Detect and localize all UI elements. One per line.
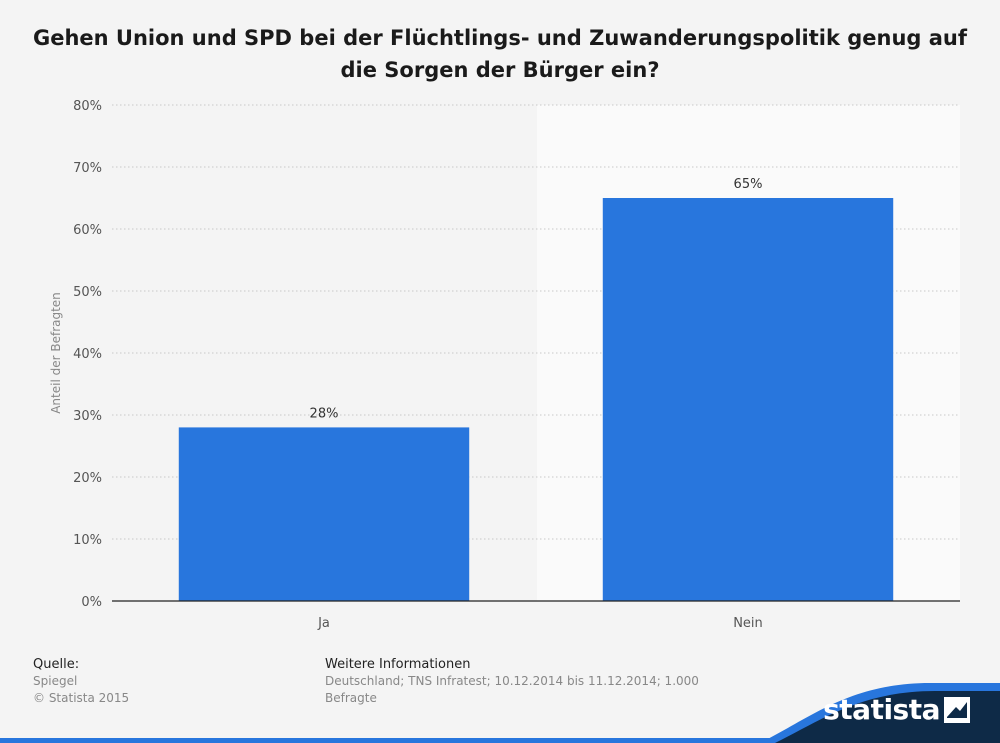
info-block: Weitere Informationen Deutschland; TNS I… [325,656,725,707]
bar-chart: 0% 10% 20% 30% 40% 50% 60% 70% 80% Anteil der Be… [49,99,960,631]
y-axis-label: Anteil der Befragten [49,292,63,414]
chart-title-line-1: Gehen Union und SPD bei der Flüchtlings-… [32,26,968,50]
statista-logo: statista [740,673,1000,743]
x-tick-label: Nein [733,616,763,631]
source-line-1: Spiegel [33,674,78,688]
source-heading: Quelle: [33,657,80,672]
info-line-1: Deutschland; TNS Infratest; 10.12.2014 b… [325,674,699,688]
wave-dark [775,691,1000,743]
y-tick-label: 80% [73,99,102,114]
x-tick-label: Ja [317,616,330,631]
y-tick-label: 20% [73,471,102,486]
y-tick-labels: 0% 10% 20% 30% 40% 50% 60% 70% 80% [73,99,102,610]
bar-nein [602,198,894,601]
bottom-accent-stripe [0,738,1000,743]
bars [178,198,894,601]
data-label: 65% [734,177,763,192]
y-tick-label: 0% [81,595,102,610]
statista-wordmark: statista [823,693,940,726]
y-tick-label: 70% [73,161,102,176]
source-line-2: © Statista 2015 [33,691,130,705]
x-tick-labels: Ja Nein [317,616,763,631]
info-line-2: Befragte [325,691,377,705]
y-tick-label: 10% [73,533,102,548]
y-tick-label: 30% [73,409,102,424]
data-labels: 28% 65% [310,177,763,421]
statista-logo-icon [944,697,970,723]
bar-ja [178,427,470,601]
source-block: Quelle: Spiegel © Statista 2015 [33,656,129,707]
info-heading: Weitere Informationen [325,657,471,672]
y-tick-label: 50% [73,285,102,300]
data-label: 28% [310,406,339,421]
footer-wave [0,683,1000,743]
y-tick-label: 40% [73,347,102,362]
chart-title: Gehen Union und SPD bei der Flüchtlings-… [0,22,1000,86]
chart-title-line-2: die Sorgen der Bürger ein? [340,58,660,82]
y-tick-label: 60% [73,223,102,238]
